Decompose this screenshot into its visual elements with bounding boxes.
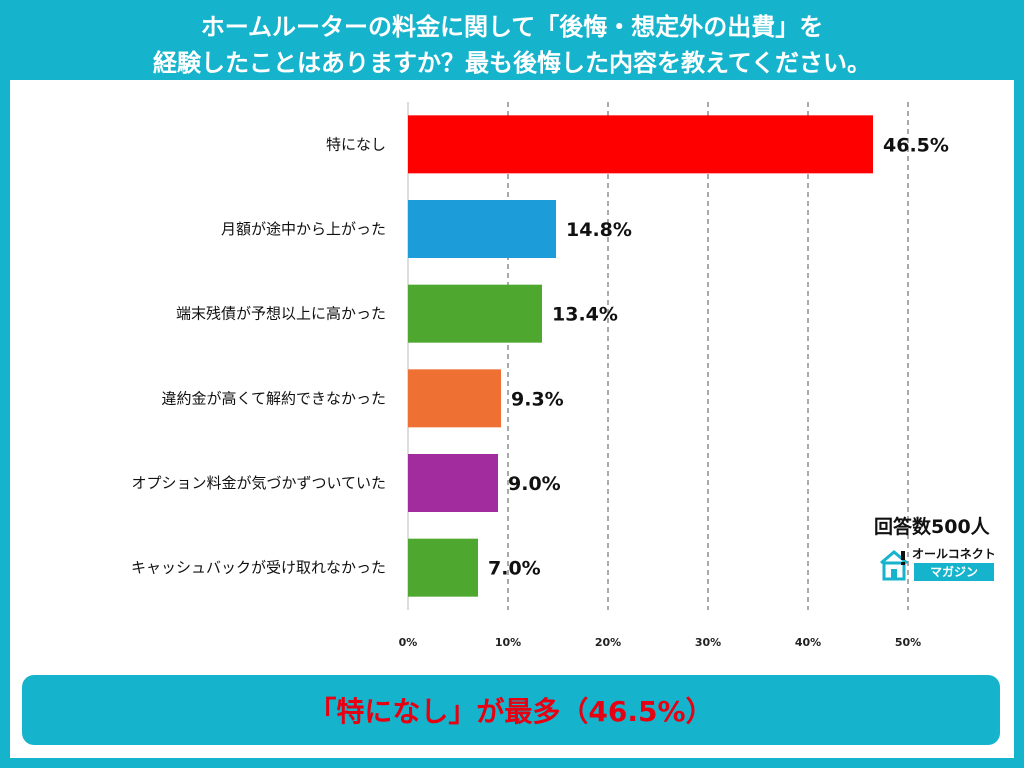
category-label: 月額が途中から上がった [221, 220, 386, 238]
x-tick-label: 50% [895, 636, 921, 649]
x-tick-label: 20% [595, 636, 621, 649]
category-label: 端末残債が予想以上に高かった [176, 305, 386, 323]
category-label: キャッシュバックが受け取れなかった [131, 559, 386, 577]
category-label: オプション料金が気づかずついていた [131, 474, 386, 492]
value-label: 46.5% [883, 134, 949, 156]
bar [408, 200, 556, 258]
bar [408, 369, 501, 428]
chart-title-line-2: 経験したことはありますか？最も後悔した内容を教えてください。 [152, 49, 872, 77]
house-icon [880, 550, 908, 581]
category-label: 特になし [326, 135, 386, 153]
brand-logo: オールコネクト マガジン [878, 545, 998, 585]
bar [408, 538, 478, 597]
value-label: 13.4% [552, 304, 618, 326]
x-tick-label: 40% [795, 636, 821, 649]
bar [408, 115, 873, 174]
respondent-count: 回答数500人 [874, 516, 990, 538]
bar [408, 284, 542, 343]
bar-chart: 0% 10% 20% 30% 40% 50% 特になし 46.5% 月額が途中から上がった 14.… [131, 102, 949, 649]
x-tick-label: 0% [399, 636, 418, 649]
x-tick-label: 10% [495, 636, 521, 649]
value-label: 9.0% [508, 473, 561, 495]
value-label: 7.0% [488, 558, 541, 580]
logo-subtitle: マガジン [914, 563, 994, 581]
chart-title-line-1: ホームルーターの料金に関して「後悔・想定外の出費」を [200, 13, 824, 41]
chart-panel: 0% 10% 20% 30% 40% 50% 特になし 46.5% 月額が途中から上がった 14.… [10, 80, 1014, 758]
value-label: 14.8% [566, 219, 632, 241]
chart-title: ホームルーターの料金に関して「後悔・想定外の出費」を 経験したことはありますか？… [0, 0, 1024, 90]
category-label: 違約金が高くて解約できなかった [161, 389, 386, 407]
summary-banner: 「特になし」が最多（46.5%） [22, 675, 1000, 745]
x-tick-label: 30% [695, 636, 721, 649]
logo-name: オールコネクト [912, 547, 996, 561]
bar [408, 454, 498, 512]
value-label: 9.3% [511, 388, 564, 410]
